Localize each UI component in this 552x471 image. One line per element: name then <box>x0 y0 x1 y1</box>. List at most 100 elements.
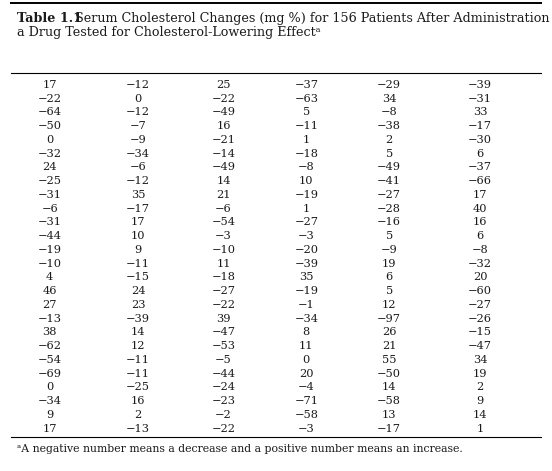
Text: 34: 34 <box>382 94 396 104</box>
Text: 10: 10 <box>299 176 314 186</box>
Text: −9: −9 <box>130 135 146 145</box>
Text: −53: −53 <box>211 341 236 351</box>
Text: −22: −22 <box>211 94 236 104</box>
Text: 20: 20 <box>299 369 314 379</box>
Text: −60: −60 <box>468 286 492 296</box>
Text: 17: 17 <box>43 423 57 434</box>
Text: 10: 10 <box>131 231 145 241</box>
Text: 17: 17 <box>473 190 487 200</box>
Text: −13: −13 <box>126 423 150 434</box>
Text: −22: −22 <box>38 94 62 104</box>
Text: −44: −44 <box>38 231 62 241</box>
Text: −31: −31 <box>38 217 62 227</box>
Text: 1: 1 <box>302 203 310 213</box>
Text: −1: −1 <box>298 300 315 310</box>
Text: −3: −3 <box>215 231 232 241</box>
Text: 17: 17 <box>131 217 145 227</box>
Text: −4: −4 <box>298 382 315 392</box>
Text: −8: −8 <box>298 162 315 172</box>
Text: 6: 6 <box>476 148 484 159</box>
Text: 40: 40 <box>473 203 487 213</box>
Text: 38: 38 <box>43 327 57 337</box>
Text: −58: −58 <box>377 396 401 406</box>
Text: −23: −23 <box>211 396 236 406</box>
Text: −31: −31 <box>468 94 492 104</box>
Text: −9: −9 <box>381 245 397 255</box>
Text: −15: −15 <box>126 272 150 282</box>
Text: 1: 1 <box>476 423 484 434</box>
Text: −66: −66 <box>468 176 492 186</box>
Text: −5: −5 <box>215 355 232 365</box>
Text: −50: −50 <box>377 369 401 379</box>
Text: −32: −32 <box>38 148 62 159</box>
Text: −34: −34 <box>294 314 319 324</box>
Text: −10: −10 <box>38 259 62 268</box>
Text: 33: 33 <box>473 107 487 117</box>
Text: −29: −29 <box>377 80 401 90</box>
Text: −49: −49 <box>211 107 236 117</box>
Text: −22: −22 <box>211 423 236 434</box>
Text: −25: −25 <box>126 382 150 392</box>
Text: −19: −19 <box>38 245 62 255</box>
Text: 4: 4 <box>46 272 54 282</box>
Text: 9: 9 <box>46 410 54 420</box>
Text: −18: −18 <box>211 272 236 282</box>
Text: 5: 5 <box>385 286 393 296</box>
Text: −2: −2 <box>215 410 232 420</box>
Text: −69: −69 <box>38 369 62 379</box>
Text: 23: 23 <box>131 300 145 310</box>
Text: 13: 13 <box>382 410 396 420</box>
Text: −17: −17 <box>468 121 492 131</box>
Text: Serum Cholesterol Changes (mg %) for 156 Patients After Administration of: Serum Cholesterol Changes (mg %) for 156… <box>75 12 552 25</box>
Text: 11: 11 <box>299 341 314 351</box>
Text: −97: −97 <box>377 314 401 324</box>
Text: −63: −63 <box>294 94 319 104</box>
Text: 24: 24 <box>131 286 145 296</box>
Text: −54: −54 <box>211 217 236 227</box>
Text: Table 1.1: Table 1.1 <box>17 12 82 25</box>
Text: −24: −24 <box>211 382 236 392</box>
Text: 19: 19 <box>382 259 396 268</box>
Text: −13: −13 <box>38 314 62 324</box>
Text: −39: −39 <box>294 259 319 268</box>
Text: 2: 2 <box>476 382 484 392</box>
Text: −14: −14 <box>211 148 236 159</box>
Text: 27: 27 <box>43 300 57 310</box>
Text: 5: 5 <box>385 231 393 241</box>
Text: −62: −62 <box>38 341 62 351</box>
Text: −7: −7 <box>130 121 146 131</box>
Text: −18: −18 <box>294 148 319 159</box>
Text: −3: −3 <box>298 231 315 241</box>
Text: −15: −15 <box>468 327 492 337</box>
Text: ᵃA negative number means a decrease and a positive number means an increase.: ᵃA negative number means a decrease and … <box>17 444 463 454</box>
Text: 2: 2 <box>134 410 142 420</box>
Text: −11: −11 <box>126 259 150 268</box>
Text: −6: −6 <box>130 162 146 172</box>
Text: −49: −49 <box>211 162 236 172</box>
Text: −22: −22 <box>211 300 236 310</box>
Text: −34: −34 <box>38 396 62 406</box>
Text: −8: −8 <box>381 107 397 117</box>
Text: −19: −19 <box>294 286 319 296</box>
Text: 20: 20 <box>473 272 487 282</box>
Text: −28: −28 <box>377 203 401 213</box>
Text: −3: −3 <box>298 423 315 434</box>
Text: 24: 24 <box>43 162 57 172</box>
Text: 35: 35 <box>131 190 145 200</box>
Text: −64: −64 <box>38 107 62 117</box>
Text: 16: 16 <box>131 396 145 406</box>
Text: 1: 1 <box>302 135 310 145</box>
Text: −20: −20 <box>294 245 319 255</box>
Text: −8: −8 <box>472 245 489 255</box>
Text: −27: −27 <box>211 286 236 296</box>
Text: −10: −10 <box>211 245 236 255</box>
Text: −27: −27 <box>294 217 319 227</box>
Text: 39: 39 <box>216 314 231 324</box>
Text: −6: −6 <box>41 203 58 213</box>
Text: 12: 12 <box>131 341 145 351</box>
Text: 14: 14 <box>382 382 396 392</box>
Text: −50: −50 <box>38 121 62 131</box>
Text: −44: −44 <box>211 369 236 379</box>
Text: 14: 14 <box>473 410 487 420</box>
Text: 16: 16 <box>473 217 487 227</box>
